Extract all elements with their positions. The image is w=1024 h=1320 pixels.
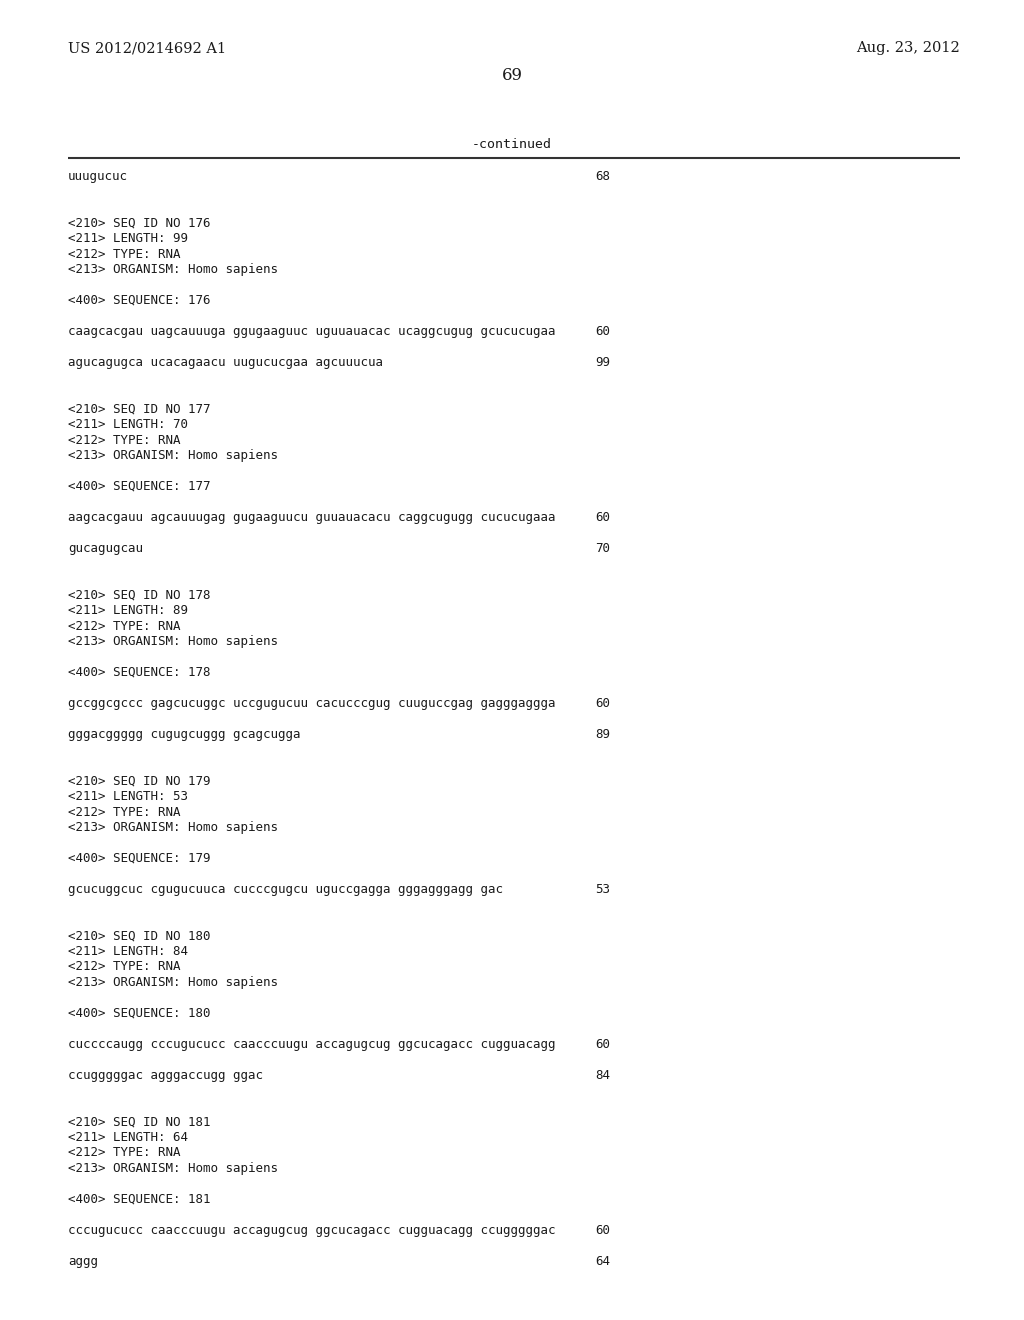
Text: <212> TYPE: RNA: <212> TYPE: RNA — [68, 1147, 180, 1159]
Text: <400> SEQUENCE: 181: <400> SEQUENCE: 181 — [68, 1193, 211, 1206]
Text: <212> TYPE: RNA: <212> TYPE: RNA — [68, 961, 180, 974]
Text: <213> ORGANISM: Homo sapiens: <213> ORGANISM: Homo sapiens — [68, 635, 278, 648]
Text: aagcacgauu agcauuugag gugaaguucu guuauacacu caggcugugg cucucugaaa: aagcacgauu agcauuugag gugaaguucu guuauac… — [68, 511, 555, 524]
Text: <213> ORGANISM: Homo sapiens: <213> ORGANISM: Homo sapiens — [68, 975, 278, 989]
Text: <210> SEQ ID NO 181: <210> SEQ ID NO 181 — [68, 1115, 211, 1129]
Text: 60: 60 — [595, 697, 610, 710]
Text: <211> LENGTH: 70: <211> LENGTH: 70 — [68, 418, 188, 432]
Text: <212> TYPE: RNA: <212> TYPE: RNA — [68, 619, 180, 632]
Text: 89: 89 — [595, 729, 610, 741]
Text: <213> ORGANISM: Homo sapiens: <213> ORGANISM: Homo sapiens — [68, 821, 278, 834]
Text: agucagugca ucacagaacu uugucucgaa agcuuucua: agucagugca ucacagaacu uugucucgaa agcuuuc… — [68, 356, 383, 370]
Text: 99: 99 — [595, 356, 610, 370]
Text: <212> TYPE: RNA: <212> TYPE: RNA — [68, 805, 180, 818]
Text: Aug. 23, 2012: Aug. 23, 2012 — [856, 41, 961, 55]
Text: gggacggggg cugugcuggg gcagcugga: gggacggggg cugugcuggg gcagcugga — [68, 729, 300, 741]
Text: 60: 60 — [595, 1038, 610, 1051]
Text: <210> SEQ ID NO 179: <210> SEQ ID NO 179 — [68, 775, 211, 788]
Text: <213> ORGANISM: Homo sapiens: <213> ORGANISM: Homo sapiens — [68, 449, 278, 462]
Text: cccugucucc caacccuugu accagugcug ggcucagacc cugguacagg ccugggggac: cccugucucc caacccuugu accagugcug ggcucag… — [68, 1224, 555, 1237]
Text: 69: 69 — [502, 67, 522, 84]
Text: <210> SEQ ID NO 176: <210> SEQ ID NO 176 — [68, 216, 211, 230]
Text: gucagugcau: gucagugcau — [68, 543, 143, 554]
Text: <400> SEQUENCE: 176: <400> SEQUENCE: 176 — [68, 294, 211, 308]
Text: <211> LENGTH: 53: <211> LENGTH: 53 — [68, 789, 188, 803]
Text: <211> LENGTH: 99: <211> LENGTH: 99 — [68, 232, 188, 246]
Text: 60: 60 — [595, 325, 610, 338]
Text: <213> ORGANISM: Homo sapiens: <213> ORGANISM: Homo sapiens — [68, 263, 278, 276]
Text: <400> SEQUENCE: 178: <400> SEQUENCE: 178 — [68, 667, 211, 678]
Text: <210> SEQ ID NO 180: <210> SEQ ID NO 180 — [68, 929, 211, 942]
Text: <211> LENGTH: 84: <211> LENGTH: 84 — [68, 945, 188, 958]
Text: 84: 84 — [595, 1069, 610, 1082]
Text: 70: 70 — [595, 543, 610, 554]
Text: 53: 53 — [595, 883, 610, 896]
Text: <211> LENGTH: 64: <211> LENGTH: 64 — [68, 1131, 188, 1144]
Text: caagcacgau uagcauuuga ggugaaguuc uguuauacac ucaggcugug gcucucugaa: caagcacgau uagcauuuga ggugaaguuc uguuaua… — [68, 325, 555, 338]
Text: <213> ORGANISM: Homo sapiens: <213> ORGANISM: Homo sapiens — [68, 1162, 278, 1175]
Text: 68: 68 — [595, 170, 610, 183]
Text: aggg: aggg — [68, 1255, 98, 1269]
Text: <211> LENGTH: 89: <211> LENGTH: 89 — [68, 605, 188, 616]
Text: cuccccaugg cccugucucc caacccuugu accagugcug ggcucagacc cugguacagg: cuccccaugg cccugucucc caacccuugu accagug… — [68, 1038, 555, 1051]
Text: 60: 60 — [595, 511, 610, 524]
Text: <400> SEQUENCE: 177: <400> SEQUENCE: 177 — [68, 480, 211, 492]
Text: <212> TYPE: RNA: <212> TYPE: RNA — [68, 433, 180, 446]
Text: <210> SEQ ID NO 177: <210> SEQ ID NO 177 — [68, 403, 211, 416]
Text: <210> SEQ ID NO 178: <210> SEQ ID NO 178 — [68, 589, 211, 602]
Text: gccggcgccc gagcucuggc uccgugucuu cacucccgug cuuguccgag gagggaggga: gccggcgccc gagcucuggc uccgugucuu cacuccc… — [68, 697, 555, 710]
Text: US 2012/0214692 A1: US 2012/0214692 A1 — [68, 41, 226, 55]
Text: ccugggggac agggaccugg ggac: ccugggggac agggaccugg ggac — [68, 1069, 263, 1082]
Text: <400> SEQUENCE: 180: <400> SEQUENCE: 180 — [68, 1007, 211, 1020]
Text: <400> SEQUENCE: 179: <400> SEQUENCE: 179 — [68, 851, 211, 865]
Text: uuugucuc: uuugucuc — [68, 170, 128, 183]
Text: <212> TYPE: RNA: <212> TYPE: RNA — [68, 248, 180, 260]
Text: -continued: -continued — [472, 139, 552, 150]
Text: 60: 60 — [595, 1224, 610, 1237]
Text: gcucuggcuc cgugucuuca cucccgugcu uguccgagga gggagggagg gac: gcucuggcuc cgugucuuca cucccgugcu uguccga… — [68, 883, 503, 896]
Text: 64: 64 — [595, 1255, 610, 1269]
